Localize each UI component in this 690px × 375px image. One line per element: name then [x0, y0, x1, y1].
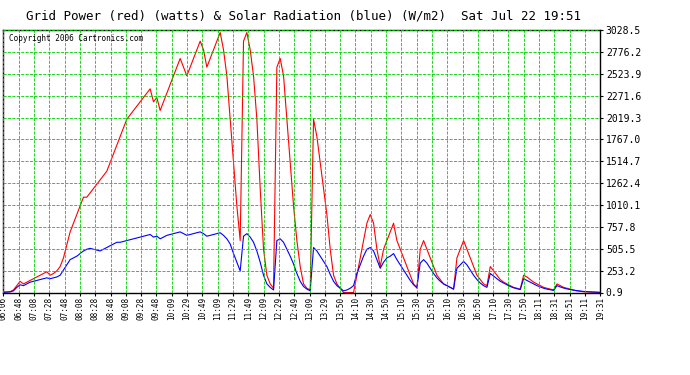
Text: Grid Power (red) (watts) & Solar Radiation (blue) (W/m2)  Sat Jul 22 19:51: Grid Power (red) (watts) & Solar Radiati…	[26, 9, 581, 22]
Text: Copyright 2006 Cartronics.com: Copyright 2006 Cartronics.com	[10, 34, 144, 43]
